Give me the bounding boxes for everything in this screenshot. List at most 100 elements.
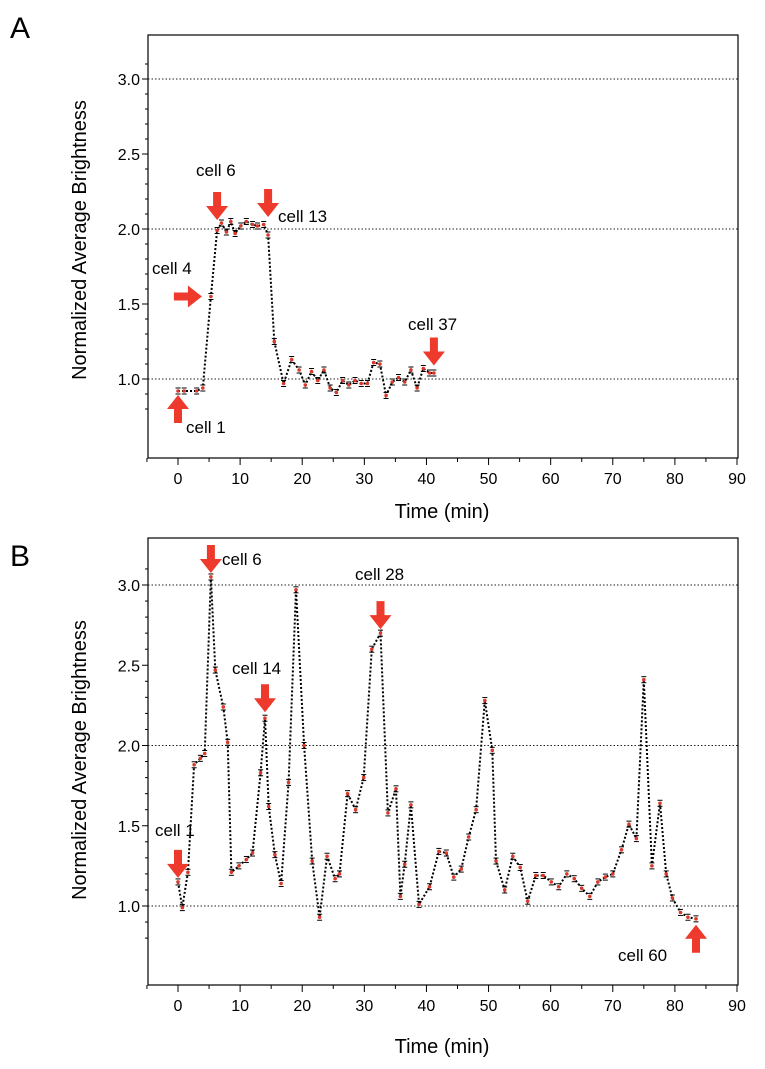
data-point	[279, 881, 283, 886]
y-tick-label: 3.0	[118, 578, 140, 595]
data-point	[451, 875, 456, 879]
annotation-arrow	[685, 924, 707, 953]
y-tick-label: 2.0	[118, 739, 140, 756]
data-point	[579, 886, 584, 891]
data-point	[244, 857, 249, 862]
data-point	[229, 870, 234, 875]
data-point	[541, 873, 546, 878]
x-tick-label: 10	[231, 998, 249, 1015]
data-point	[402, 862, 407, 867]
data-point	[466, 835, 471, 839]
data-point	[664, 872, 668, 876]
data-point	[266, 233, 270, 237]
data-point	[402, 380, 407, 384]
panel-a: A 1.0 1.5 2.0 2.5 3.0 0 10 20 30 40 50 60 70 80 90 ce…	[10, 12, 746, 523]
data-point	[361, 775, 366, 780]
data-point	[289, 357, 294, 362]
data-point	[565, 872, 569, 876]
panel-a-x-axis-title: Time (min)	[395, 501, 490, 523]
data-point	[650, 864, 654, 868]
data-point	[340, 378, 345, 383]
annotation-arrow	[206, 192, 229, 220]
data-point	[670, 896, 675, 900]
data-point	[261, 222, 266, 227]
data-point	[201, 386, 205, 390]
data-point	[221, 705, 226, 709]
data-point	[237, 864, 241, 868]
data-point	[192, 762, 196, 767]
data-point	[437, 849, 441, 854]
data-point	[263, 716, 267, 721]
data-point	[398, 894, 403, 899]
panel-a-plot-area	[147, 34, 739, 459]
data-point	[209, 294, 213, 299]
series-line	[177, 576, 697, 920]
data-point	[250, 851, 255, 855]
x-tick-label: 60	[542, 998, 560, 1015]
data-point	[238, 224, 243, 228]
data-point	[610, 872, 615, 876]
data-point	[359, 381, 364, 386]
panel-b: B 1.0 1.5 2.0 2.5 3.0 0 10 20 30 40 50 60 70 80 90 ce…	[10, 537, 746, 1058]
x-tick-label: 30	[355, 998, 373, 1015]
data-point	[353, 807, 358, 812]
x-tick-label: 0	[174, 998, 183, 1015]
data-point	[533, 873, 538, 878]
panel-b-plot-area	[147, 537, 739, 986]
data-point	[390, 380, 395, 384]
x-tick-label: 50	[480, 471, 498, 488]
data-point	[180, 905, 185, 910]
panel-b-y-ticks: 1.0 1.5 2.0 2.5 3.0	[118, 568, 148, 939]
y-tick-label: 2.0	[118, 222, 140, 239]
data-point	[634, 836, 639, 841]
data-point	[176, 389, 180, 393]
annotation-label: cell 14	[232, 659, 281, 678]
data-point	[386, 811, 390, 815]
y-tick-label: 1.0	[118, 899, 140, 916]
panel-a-x-ticks: 0 10 20 30 40 50 60 70 80 90	[146, 458, 746, 488]
data-point	[619, 848, 624, 852]
data-point	[317, 915, 322, 920]
data-point	[303, 383, 308, 387]
data-point	[587, 894, 592, 899]
data-point	[272, 339, 277, 344]
data-point	[255, 224, 260, 228]
data-point	[215, 228, 219, 233]
data-point	[365, 381, 370, 386]
data-point	[502, 888, 507, 892]
panel-a-letter: A	[10, 12, 30, 45]
data-point	[549, 880, 554, 884]
data-point	[421, 366, 426, 371]
panel-b-letter: B	[10, 540, 30, 573]
data-point	[686, 915, 690, 920]
data-point	[250, 222, 255, 227]
annotation-label: cell 60	[618, 946, 667, 965]
data-point	[427, 371, 432, 375]
data-point	[337, 872, 342, 876]
annotation-label: cell 28	[355, 565, 404, 584]
annotation-label: cell 4	[152, 259, 192, 278]
panel-b-x-axis-title: Time (min)	[395, 1036, 490, 1058]
data-point	[325, 854, 329, 859]
x-tick-label: 50	[480, 998, 498, 1015]
x-tick-label: 80	[666, 471, 684, 488]
data-point	[322, 368, 326, 372]
data-point	[273, 852, 277, 857]
data-point	[510, 854, 515, 859]
data-point	[415, 386, 419, 390]
panel-a-gridlines	[148, 78, 738, 380]
panel-b-y-axis-title: Normalized Average Brightness	[69, 620, 91, 900]
data-point	[345, 791, 350, 796]
data-point	[213, 668, 218, 672]
data-point	[417, 902, 421, 907]
data-point	[286, 780, 291, 785]
annotation-label: cell 37	[408, 315, 457, 334]
data-point	[281, 381, 286, 386]
data-point	[490, 748, 495, 753]
data-point	[244, 219, 249, 224]
x-tick-label: 90	[728, 998, 746, 1015]
annotation-label: cell 1	[186, 418, 226, 437]
data-point	[658, 801, 662, 806]
data-point	[186, 870, 190, 875]
